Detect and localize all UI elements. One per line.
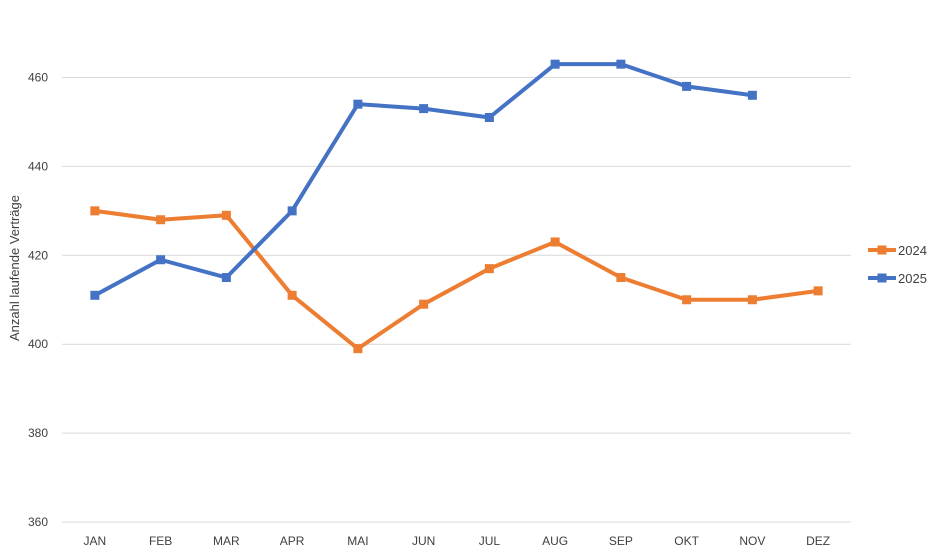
gridlines bbox=[62, 77, 851, 523]
y-axis-title: Anzahl laufende Verträge bbox=[7, 195, 22, 341]
data-point bbox=[287, 290, 297, 300]
x-tick-label: OKT bbox=[674, 534, 699, 548]
legend-item-2025: 2025 bbox=[868, 271, 927, 286]
data-point bbox=[682, 81, 692, 91]
y-tick-label: 460 bbox=[28, 71, 48, 85]
x-tick-label: AUG bbox=[542, 534, 568, 548]
data-point bbox=[550, 59, 560, 69]
x-tick-label: JUL bbox=[479, 534, 501, 548]
data-point bbox=[353, 344, 363, 354]
legend-marker bbox=[877, 273, 887, 283]
legend-marker bbox=[877, 245, 887, 255]
series bbox=[90, 59, 823, 354]
y-tick-label: 440 bbox=[28, 159, 48, 173]
x-tick-label: MAR bbox=[213, 534, 240, 548]
series-2024 bbox=[90, 206, 823, 354]
y-tick-label: 360 bbox=[28, 515, 48, 529]
legend-item-2024: 2024 bbox=[868, 243, 927, 258]
x-tick-label: SEP bbox=[609, 534, 633, 548]
y-axis-ticks: 360 380 400 420 440 460 bbox=[28, 71, 48, 530]
x-tick-label: APR bbox=[280, 534, 305, 548]
data-point bbox=[156, 255, 166, 265]
data-point bbox=[747, 90, 757, 100]
y-tick-label: 420 bbox=[28, 248, 48, 262]
data-point bbox=[813, 286, 823, 296]
data-point bbox=[747, 295, 757, 305]
data-point bbox=[90, 290, 100, 300]
y-tick-label: 380 bbox=[28, 426, 48, 440]
x-axis-ticks: JAN FEB MAR APR MAI JUN JUL AUG SEP OKT NOV DEZ bbox=[84, 534, 831, 548]
legend-label: 2025 bbox=[898, 271, 927, 286]
series-2025 bbox=[90, 59, 757, 300]
data-point bbox=[221, 273, 231, 283]
data-point bbox=[484, 113, 494, 123]
data-point bbox=[353, 99, 363, 109]
data-point bbox=[484, 264, 494, 274]
x-tick-label: MAI bbox=[347, 534, 368, 548]
data-point bbox=[419, 299, 429, 309]
x-tick-label: NOV bbox=[739, 534, 765, 548]
data-point bbox=[156, 215, 166, 225]
data-point bbox=[616, 59, 626, 69]
data-point bbox=[419, 104, 429, 114]
x-tick-label: FEB bbox=[149, 534, 172, 548]
x-tick-label: JUN bbox=[412, 534, 435, 548]
legend-label: 2024 bbox=[898, 243, 927, 258]
y-tick-label: 400 bbox=[28, 337, 48, 351]
x-tick-label: DEZ bbox=[806, 534, 830, 548]
series-line bbox=[92, 208, 821, 351]
data-point bbox=[616, 273, 626, 283]
data-point bbox=[221, 210, 231, 220]
data-point bbox=[550, 237, 560, 247]
data-point bbox=[287, 206, 297, 216]
series-line bbox=[92, 62, 755, 298]
data-point bbox=[90, 206, 100, 216]
legend: 2024 2025 bbox=[868, 243, 927, 286]
x-tick-label: JAN bbox=[84, 534, 107, 548]
data-point bbox=[682, 295, 692, 305]
